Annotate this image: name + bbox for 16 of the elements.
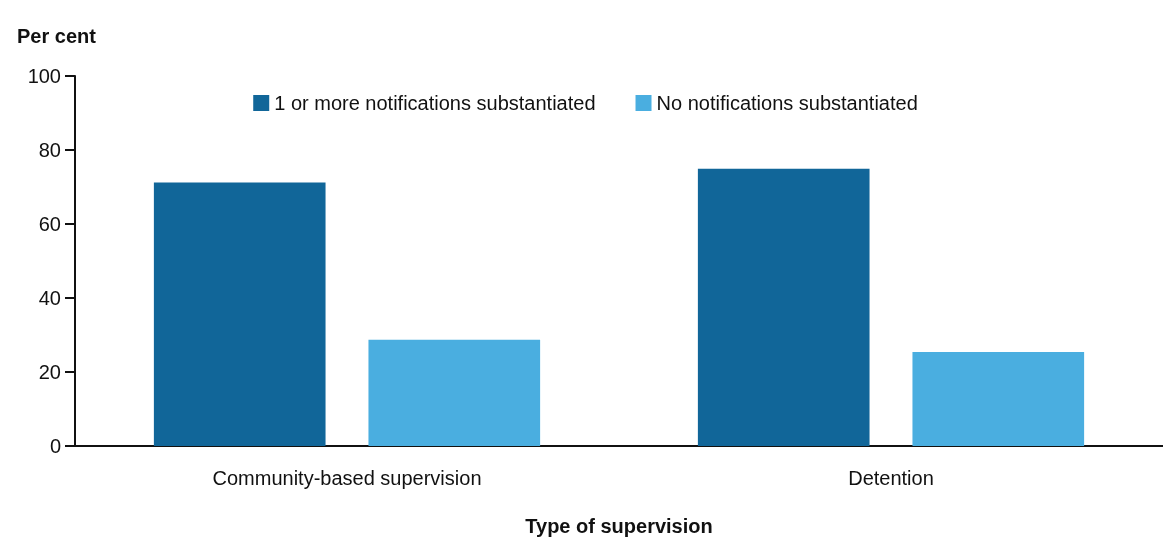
bar	[153, 182, 326, 446]
bar	[368, 339, 541, 446]
x-tick-label: Community-based supervision	[212, 467, 482, 489]
y-tick-label: 80	[38, 139, 61, 161]
legend-label: No notifications substantiated	[656, 92, 918, 114]
legend-label: 1 or more notifications substantiated	[274, 92, 596, 114]
y-tick-label: 60	[38, 213, 61, 235]
y-tick-label: 0	[49, 435, 61, 457]
bar	[912, 352, 1085, 446]
x-axis-title: Type of supervision	[525, 515, 713, 537]
y-tick-label: 20	[38, 361, 61, 383]
y-axis-title: Per cent	[17, 25, 97, 47]
bar	[697, 168, 870, 446]
y-tick-label: 40	[38, 287, 61, 309]
x-tick-label: Detention	[848, 467, 934, 489]
y-tick-label: 100	[27, 65, 61, 87]
